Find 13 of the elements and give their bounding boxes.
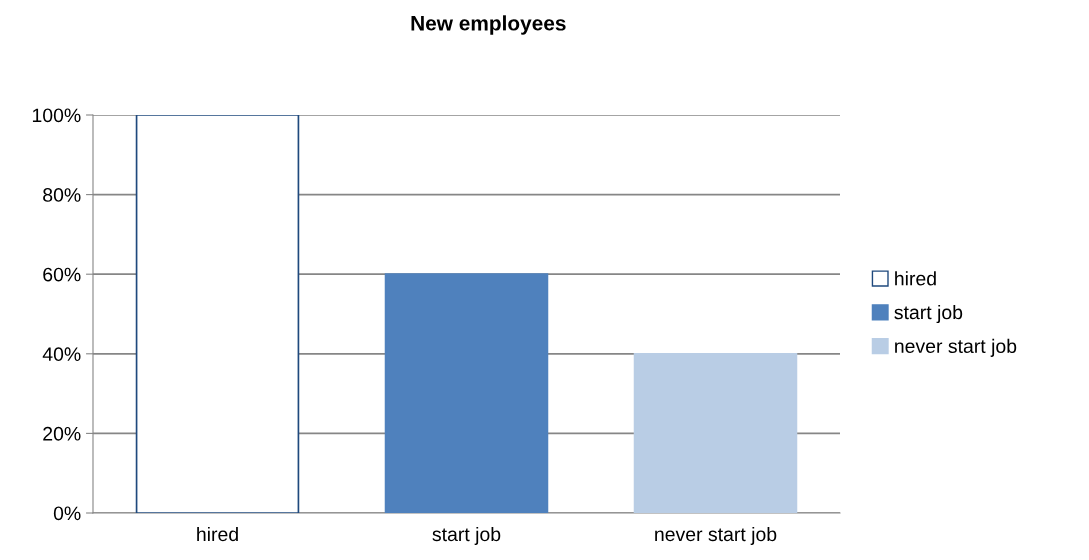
legend-label: never start job — [895, 338, 1017, 357]
legend-label: hired — [895, 271, 936, 286]
y-tick-label: 80% — [43, 188, 81, 202]
x-tick-label: hired — [197, 526, 238, 542]
y-tick-label: 40% — [42, 347, 81, 362]
y-tick-label: 60% — [43, 267, 81, 282]
y-tick-label: 20% — [43, 426, 81, 441]
chart-title: New employees — [411, 15, 566, 35]
y-tick-label: 100% — [32, 108, 81, 123]
legend-label: start job — [894, 304, 963, 324]
y-tick-label: 0% — [53, 506, 81, 521]
x-tick-label: never start job — [655, 526, 777, 546]
x-tick-label: start job — [432, 526, 501, 546]
